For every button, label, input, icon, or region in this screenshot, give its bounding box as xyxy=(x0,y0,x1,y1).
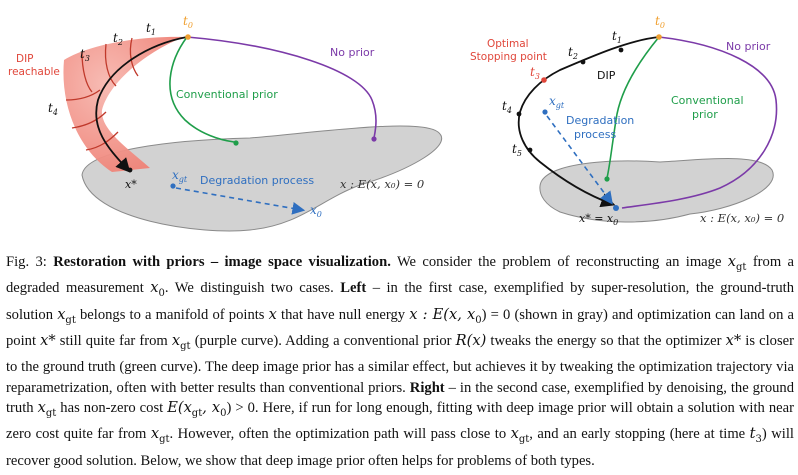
left-manifold xyxy=(81,125,443,232)
figure-caption: Fig. 3: Restoration with priors – image … xyxy=(6,253,795,469)
right-conventional-prior-path xyxy=(606,36,660,179)
right-t1-label: t1 xyxy=(612,29,622,45)
right-t4-label: t4 xyxy=(502,99,512,115)
caption-title: Restoration with priors – image space vi… xyxy=(53,254,391,270)
left-t3-label: t3 xyxy=(80,47,90,63)
right-panel: Optimal Stopping point t0 t1 t2 t3 t4 t5… xyxy=(470,14,784,227)
right-x-gt-label: xgt xyxy=(549,94,565,110)
left-panel: DIP reachable t0 t1 t2 t3 t4 No prior Co… xyxy=(8,14,443,232)
left-degradation-label: Degradation process xyxy=(200,174,314,187)
left-no-prior-label: No prior xyxy=(330,46,375,59)
left-x-star-label: x* xyxy=(125,178,137,191)
right-t5-label: t5 xyxy=(512,142,522,158)
right-conventional-line2: prior xyxy=(692,108,718,121)
left-degradation-arrow xyxy=(175,187,306,215)
left-t1-label: t1 xyxy=(146,21,156,37)
left-t2-label: t2 xyxy=(113,31,123,47)
left-dip-path xyxy=(95,36,188,173)
left-manifold-label: x : E(x, x₀) = 0 xyxy=(340,177,424,191)
caption-fig-label: Fig. 3: xyxy=(6,254,47,270)
left-t4-label: t4 xyxy=(48,101,58,117)
right-t3-label: t3 xyxy=(530,65,540,81)
right-manifold-label: x : E(x, x₀) = 0 xyxy=(700,211,784,225)
right-t0-label: t0 xyxy=(655,14,665,30)
right-no-prior-label: No prior xyxy=(726,40,771,53)
caption-right-label: Right xyxy=(409,379,445,396)
right-optimal-line2: Stopping point xyxy=(470,51,547,63)
right-no-prior-path xyxy=(621,36,778,209)
right-degradation-line1: Degradation xyxy=(566,114,634,127)
left-x-gt-label: xgt xyxy=(172,168,188,184)
left-dip-reachable-line2: reachable xyxy=(8,66,60,78)
left-conventional-prior-label: Conventional prior xyxy=(176,88,278,101)
left-t0-label: t0 xyxy=(183,14,193,30)
left-no-prior-path xyxy=(186,36,377,139)
figure-diagram: DIP reachable t0 t1 t2 t3 t4 No prior Co… xyxy=(8,14,784,232)
right-degradation-line2: process xyxy=(574,128,617,141)
left-dip-reachable-line1: DIP xyxy=(16,53,34,65)
right-manifold xyxy=(539,158,774,223)
caption-left-label: Left xyxy=(340,280,367,297)
right-t2-label: t2 xyxy=(568,45,578,61)
right-dip-label: DIP xyxy=(597,69,616,82)
right-optimal-line1: Optimal xyxy=(487,38,529,50)
left-x0-label: x0 xyxy=(310,203,322,219)
dip-reachable-region xyxy=(63,36,184,172)
right-x-star-label: x* = x0 xyxy=(579,212,618,227)
right-conventional-line1: Conventional xyxy=(671,94,744,107)
left-conventional-prior-path xyxy=(169,36,235,143)
